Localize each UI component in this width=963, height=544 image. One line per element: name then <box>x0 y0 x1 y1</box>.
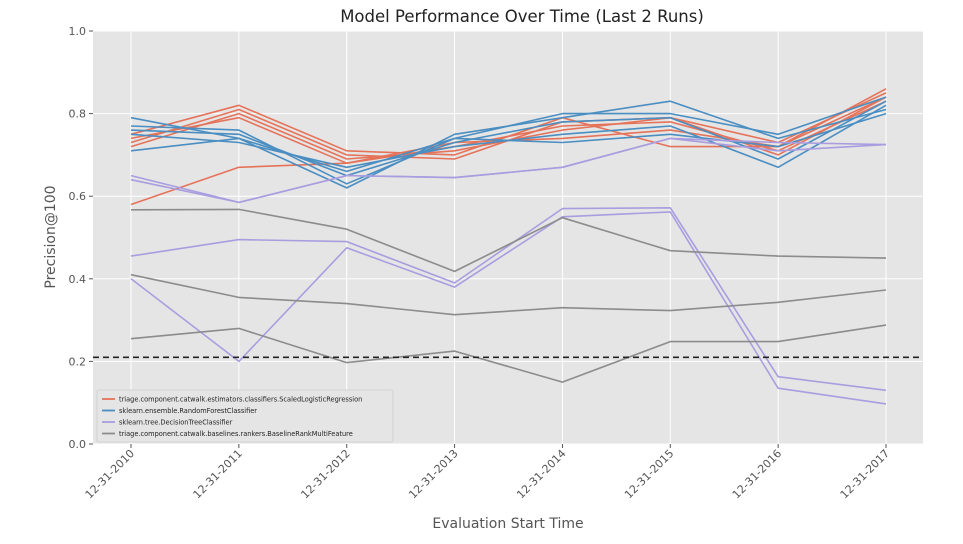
series-line-group-1-run-2 <box>130 100 887 177</box>
legend-entry: triage.component.catwalk.baselines.ranke… <box>119 430 353 438</box>
x-tick-label: 12-31-2012 <box>298 447 352 501</box>
series-line-group-2-run-1 <box>130 137 887 204</box>
x-axis: 12-31-2010 12-31-2011 12-31-2012 12-31-2013… <box>83 444 892 501</box>
x-tick-label: 12-31-2011 <box>191 447 245 501</box>
x-tick-label: 12-31-2015 <box>622 447 676 501</box>
legend-entry: sklearn.tree.DecisionTreeClassifier <box>119 418 233 426</box>
chart-title: Model Performance Over Time (Last 2 Runs… <box>340 7 704 26</box>
y-tick-label: 0.2 <box>69 355 87 368</box>
series-line-group-1-run-4 <box>130 112 887 173</box>
x-axis-label: Evaluation Start Time <box>432 516 583 532</box>
x-tick-label: 12-31-2016 <box>730 447 784 501</box>
x-tick-label: 12-31-2010 <box>83 447 137 501</box>
y-tick-label: 1.0 <box>69 25 87 38</box>
y-axis: 0.0 0.2 0.4 0.6 0.8 1.0 <box>69 25 93 451</box>
series-lines <box>130 88 887 405</box>
y-tick-label: 0.0 <box>69 438 87 451</box>
legend-entry: triage.component.catwalk.estimators.clas… <box>119 395 362 403</box>
y-tick-label: 0.4 <box>69 273 87 286</box>
x-tick-label: 12-31-2014 <box>514 447 568 501</box>
y-axis-label: Precision@100 <box>43 185 59 288</box>
series-line-group-3-run-0 <box>130 208 887 273</box>
series-line-group-3-run-2 <box>130 324 887 383</box>
series-line-group-2-run-3 <box>130 211 887 405</box>
legend-entry: sklearn.ensemble.RandomForestClassifier <box>119 407 257 415</box>
series-line-group-0-run-3 <box>130 100 887 164</box>
legend: triage.component.catwalk.estimators.clas… <box>96 389 394 443</box>
series-line-group-2-run-2 <box>130 207 887 392</box>
x-tick-label: 12-31-2017 <box>838 447 892 501</box>
x-tick-label: 12-31-2013 <box>406 447 460 501</box>
legend-box <box>96 389 394 443</box>
series-line-group-3-run-1 <box>130 273 887 316</box>
y-tick-label: 0.8 <box>69 108 87 121</box>
series-line-group-1-run-1 <box>130 96 887 185</box>
y-tick-label: 0.6 <box>69 190 87 203</box>
plot-area <box>93 31 923 444</box>
gridlines <box>93 30 923 445</box>
